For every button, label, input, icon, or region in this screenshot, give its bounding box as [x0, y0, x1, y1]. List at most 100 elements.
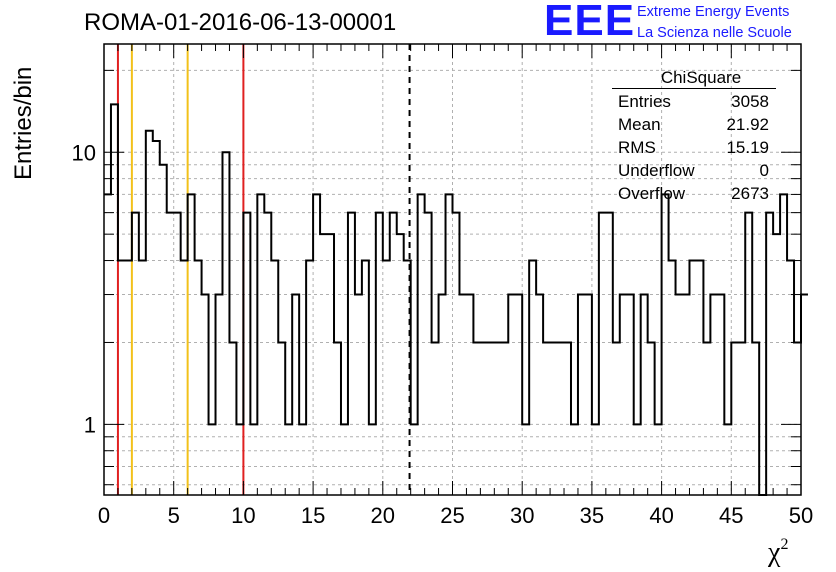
- histogram-bin: [236, 424, 243, 495]
- histogram-bin: [264, 213, 271, 495]
- histogram-bin: [362, 261, 369, 495]
- histogram-bin: [174, 213, 181, 495]
- histogram-bin: [146, 131, 153, 495]
- run-title: ROMA-01-2016-06-13-00001: [84, 9, 397, 36]
- histogram-bin: [613, 342, 620, 495]
- histogram-bin: [466, 295, 473, 495]
- histogram-bin: [731, 342, 738, 495]
- histogram-bin: [703, 342, 710, 495]
- x-tick-label: 35: [580, 503, 604, 528]
- histogram-bin: [292, 295, 299, 495]
- histogram-bin: [320, 234, 327, 495]
- histogram-bin: [787, 261, 794, 495]
- histogram-bin: [181, 261, 188, 495]
- histogram-bin: [578, 295, 585, 495]
- stats-row-rms: RMS 15.19: [612, 136, 776, 159]
- histogram-bin: [689, 261, 696, 495]
- axis-ticks: [103, 44, 802, 495]
- histogram-bin: [543, 342, 550, 495]
- histogram-bin: [529, 261, 536, 495]
- histogram-bin: [160, 165, 167, 495]
- histogram-bin: [243, 213, 250, 495]
- histogram-bin: [606, 213, 613, 495]
- y-axis-label-wrap: Entries/bin: [8, 67, 38, 215]
- histogram-bin: [327, 234, 334, 495]
- stats-label: Mean: [618, 115, 661, 134]
- histogram-bin: [634, 424, 641, 495]
- histogram-bin: [348, 213, 355, 495]
- histogram-bin: [369, 424, 376, 495]
- stats-label: Underflow: [618, 161, 695, 180]
- histogram-bin: [271, 261, 278, 495]
- stats-value: 15.19: [726, 138, 769, 157]
- x-axis-label-symbol: χ: [768, 537, 781, 568]
- x-tick-label: 30: [510, 503, 534, 528]
- histogram-bin: [125, 261, 132, 495]
- histogram-bin: [662, 194, 669, 495]
- histogram-bin: [250, 424, 257, 495]
- histogram-bin: [167, 213, 174, 495]
- histogram-bin: [648, 342, 655, 495]
- histogram-bin: [627, 295, 634, 495]
- histogram-bin: [585, 295, 592, 495]
- stats-value: 3058: [731, 92, 769, 111]
- x-axis-label-superscript: 2: [780, 536, 789, 553]
- histogram-bin: [306, 261, 313, 495]
- y-axis-label: Entries/bin: [10, 66, 37, 180]
- histogram-bin: [641, 295, 648, 495]
- x-tick-label: 20: [371, 503, 395, 528]
- x-tick-label: 25: [440, 503, 464, 528]
- histogram-bin: [557, 342, 564, 495]
- x-tick-label: 50: [789, 503, 813, 528]
- logo-line-2: La Scienza nelle Scuole: [637, 25, 792, 41]
- x-tick-label: 15: [301, 503, 325, 528]
- histogram-bin: [515, 295, 522, 495]
- histogram-bin: [257, 194, 264, 495]
- histogram-bin: [411, 424, 418, 495]
- histogram-bin: [550, 342, 557, 495]
- histogram-bin: [738, 342, 745, 495]
- histogram-bin: [118, 261, 125, 495]
- histogram-bin: [222, 152, 229, 495]
- grid-lines: [104, 44, 801, 495]
- histogram-bin: [425, 213, 432, 495]
- histogram-bin: [459, 295, 466, 495]
- histogram-bin: [592, 424, 599, 495]
- histogram-bin: [710, 295, 717, 495]
- stats-value: 2673: [731, 184, 769, 203]
- histogram-bin: [599, 213, 606, 495]
- histogram-bin: [188, 194, 195, 495]
- histogram-bin: [501, 342, 508, 495]
- histogram-bin: [313, 194, 320, 495]
- x-tick-label: 5: [168, 503, 180, 528]
- histogram-bin: [508, 295, 515, 495]
- histogram-bin: [522, 424, 529, 495]
- stats-value: 21.92: [726, 115, 769, 134]
- histogram-bin: [139, 261, 146, 495]
- histogram-bin: [132, 213, 139, 495]
- histogram-bin: [564, 342, 571, 495]
- histogram-bin: [773, 234, 780, 495]
- histogram-bin: [355, 295, 362, 495]
- histogram-bin: [669, 261, 676, 495]
- stats-label: Overflow: [618, 184, 686, 203]
- histogram-bin: [216, 295, 223, 495]
- histogram-bin: [655, 424, 662, 495]
- stats-row-entries: Entries 3058: [612, 90, 776, 113]
- histogram-bin: [724, 424, 731, 495]
- histogram-bin: [794, 342, 801, 495]
- histogram-bin: [801, 295, 808, 495]
- histogram-bin: [453, 213, 460, 495]
- histogram-bin: [334, 342, 341, 495]
- histogram-bin: [397, 234, 404, 495]
- histogram-bin: [341, 424, 348, 495]
- x-tick-label: 40: [649, 503, 673, 528]
- histogram-bin: [439, 295, 446, 495]
- histogram-bin: [202, 295, 209, 495]
- histogram-bin: [376, 213, 383, 495]
- histogram-bin: [752, 342, 759, 495]
- eee-logo: EEE: [544, 0, 636, 45]
- stats-label: RMS: [618, 138, 656, 157]
- histogram-bin: [717, 295, 724, 495]
